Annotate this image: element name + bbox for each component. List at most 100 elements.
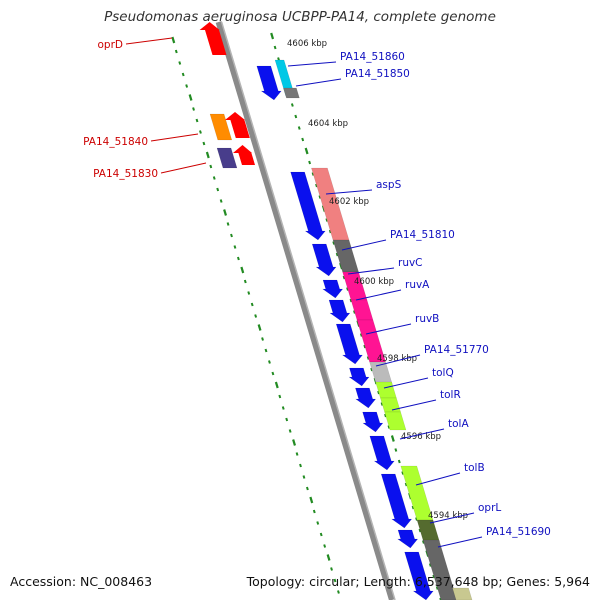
forward-cds-arrow [290, 171, 326, 241]
gene-label-leader [341, 239, 387, 251]
minor-tick [319, 532, 323, 537]
forward-cds-arrow [362, 411, 384, 433]
minor-tick [302, 475, 306, 479]
forward-gene-feature [416, 519, 440, 543]
minor-tick [415, 517, 418, 521]
major-tick [223, 209, 228, 216]
minor-tick [294, 114, 298, 119]
gene-label-leader [355, 289, 402, 301]
minor-tick [285, 417, 289, 422]
minor-tick [181, 72, 185, 77]
gene-label-leader [391, 399, 437, 411]
minor-tick [397, 459, 401, 464]
minor-tick [261, 337, 264, 341]
major-tick [274, 381, 279, 389]
major-tick [205, 151, 210, 159]
gene-label: PA14_51830 [93, 168, 158, 180]
minor-tick [346, 287, 349, 291]
forward-cds-arrow [328, 299, 351, 323]
minor-tick [301, 137, 305, 142]
gene-label: ruvA [405, 279, 430, 291]
minor-tick [323, 544, 327, 548]
forward-cds-arrow [335, 323, 364, 365]
minor-tick [288, 429, 292, 433]
minor-tick [411, 505, 415, 510]
major-tick [257, 324, 262, 331]
minor-tick [359, 333, 363, 337]
minor-tick [192, 107, 195, 111]
gene-features [199, 22, 473, 600]
gene-label-leader [415, 472, 461, 486]
reverse-gene-arrow [199, 22, 227, 55]
backbone-line [215, 21, 395, 600]
accession-text: Accession: NC_008463 [10, 574, 153, 589]
minor-tick [305, 486, 309, 491]
minor-tick [330, 567, 333, 571]
minor-tick [422, 540, 425, 544]
minor-tick [311, 172, 315, 176]
forward-gene-feature [380, 397, 401, 413]
position-marker-label: 4596 kbp [401, 432, 441, 442]
major-tick [309, 496, 314, 504]
tick-marks [171, 32, 442, 600]
minor-tick [212, 176, 216, 180]
backbone-highlight [220, 21, 396, 600]
minor-tick [384, 413, 387, 418]
forward-cds-arrow [369, 435, 395, 471]
minor-tick [268, 360, 271, 364]
minor-tick [363, 344, 367, 349]
position-marker-label: 4606 kbp [287, 39, 327, 49]
minor-tick [185, 84, 189, 88]
reverse-gene-arrow [233, 145, 255, 165]
gene-label-leader [429, 512, 475, 524]
gene-label-leader [160, 162, 207, 174]
minor-tick [333, 578, 337, 583]
gene-label: oprD [98, 39, 124, 51]
gene-label: tolB [464, 462, 485, 474]
gene-label: PA14_51850 [345, 68, 410, 80]
forward-cds-arrow [396, 529, 419, 549]
position-marker-label: 4604 kbp [308, 119, 348, 129]
gene-label: tolR [440, 389, 461, 401]
forward-cds-arrow [348, 367, 370, 387]
position-markers: 4606 kbp 4604 kbp 4602 kbp 4600 kbp 4598 kbp… [287, 39, 468, 521]
major-tick [304, 147, 309, 155]
minor-tick [328, 229, 332, 234]
gene-label-leader [383, 377, 429, 389]
minor-tick [315, 183, 318, 188]
gene-label: PA14_51770 [424, 344, 489, 356]
position-marker-label: 4602 kbp [329, 197, 369, 207]
forward-gene-feature [452, 587, 473, 600]
backbone [215, 21, 396, 600]
minor-tick [349, 298, 353, 303]
forward-gene-feature [283, 87, 300, 99]
genome-title: Pseudomonas aeruginosa UCBPP-PA14, compl… [104, 9, 496, 25]
gene-label: tolA [448, 418, 469, 430]
minor-tick [316, 521, 320, 525]
position-marker-label: 4600 kbp [354, 277, 394, 287]
minor-tick [312, 509, 316, 514]
minor-tick [295, 452, 299, 456]
gene-label: oprL [478, 502, 501, 514]
gene-label-leader [125, 37, 173, 45]
gene-label: PA14_51860 [340, 51, 405, 63]
gene-label-leader [375, 354, 421, 367]
minor-tick [332, 241, 336, 245]
major-tick [188, 94, 193, 101]
forward-cds-arrow [311, 243, 337, 277]
minor-tick [264, 348, 268, 353]
major-tick [326, 554, 331, 561]
forward-gene-feature [384, 411, 407, 431]
minor-tick [202, 141, 206, 146]
gene-labels: PA14_51860 PA14_51850 aspS PA14_51810 ruvC ru… [83, 37, 551, 548]
minor-tick [219, 199, 223, 203]
forward-cds-arrow [380, 473, 413, 529]
forward-gene-feature [350, 299, 374, 321]
minor-tick [435, 586, 439, 590]
minor-tick [236, 256, 240, 261]
minor-tick [216, 187, 220, 192]
minor-tick [428, 563, 432, 567]
major-tick [270, 32, 275, 40]
